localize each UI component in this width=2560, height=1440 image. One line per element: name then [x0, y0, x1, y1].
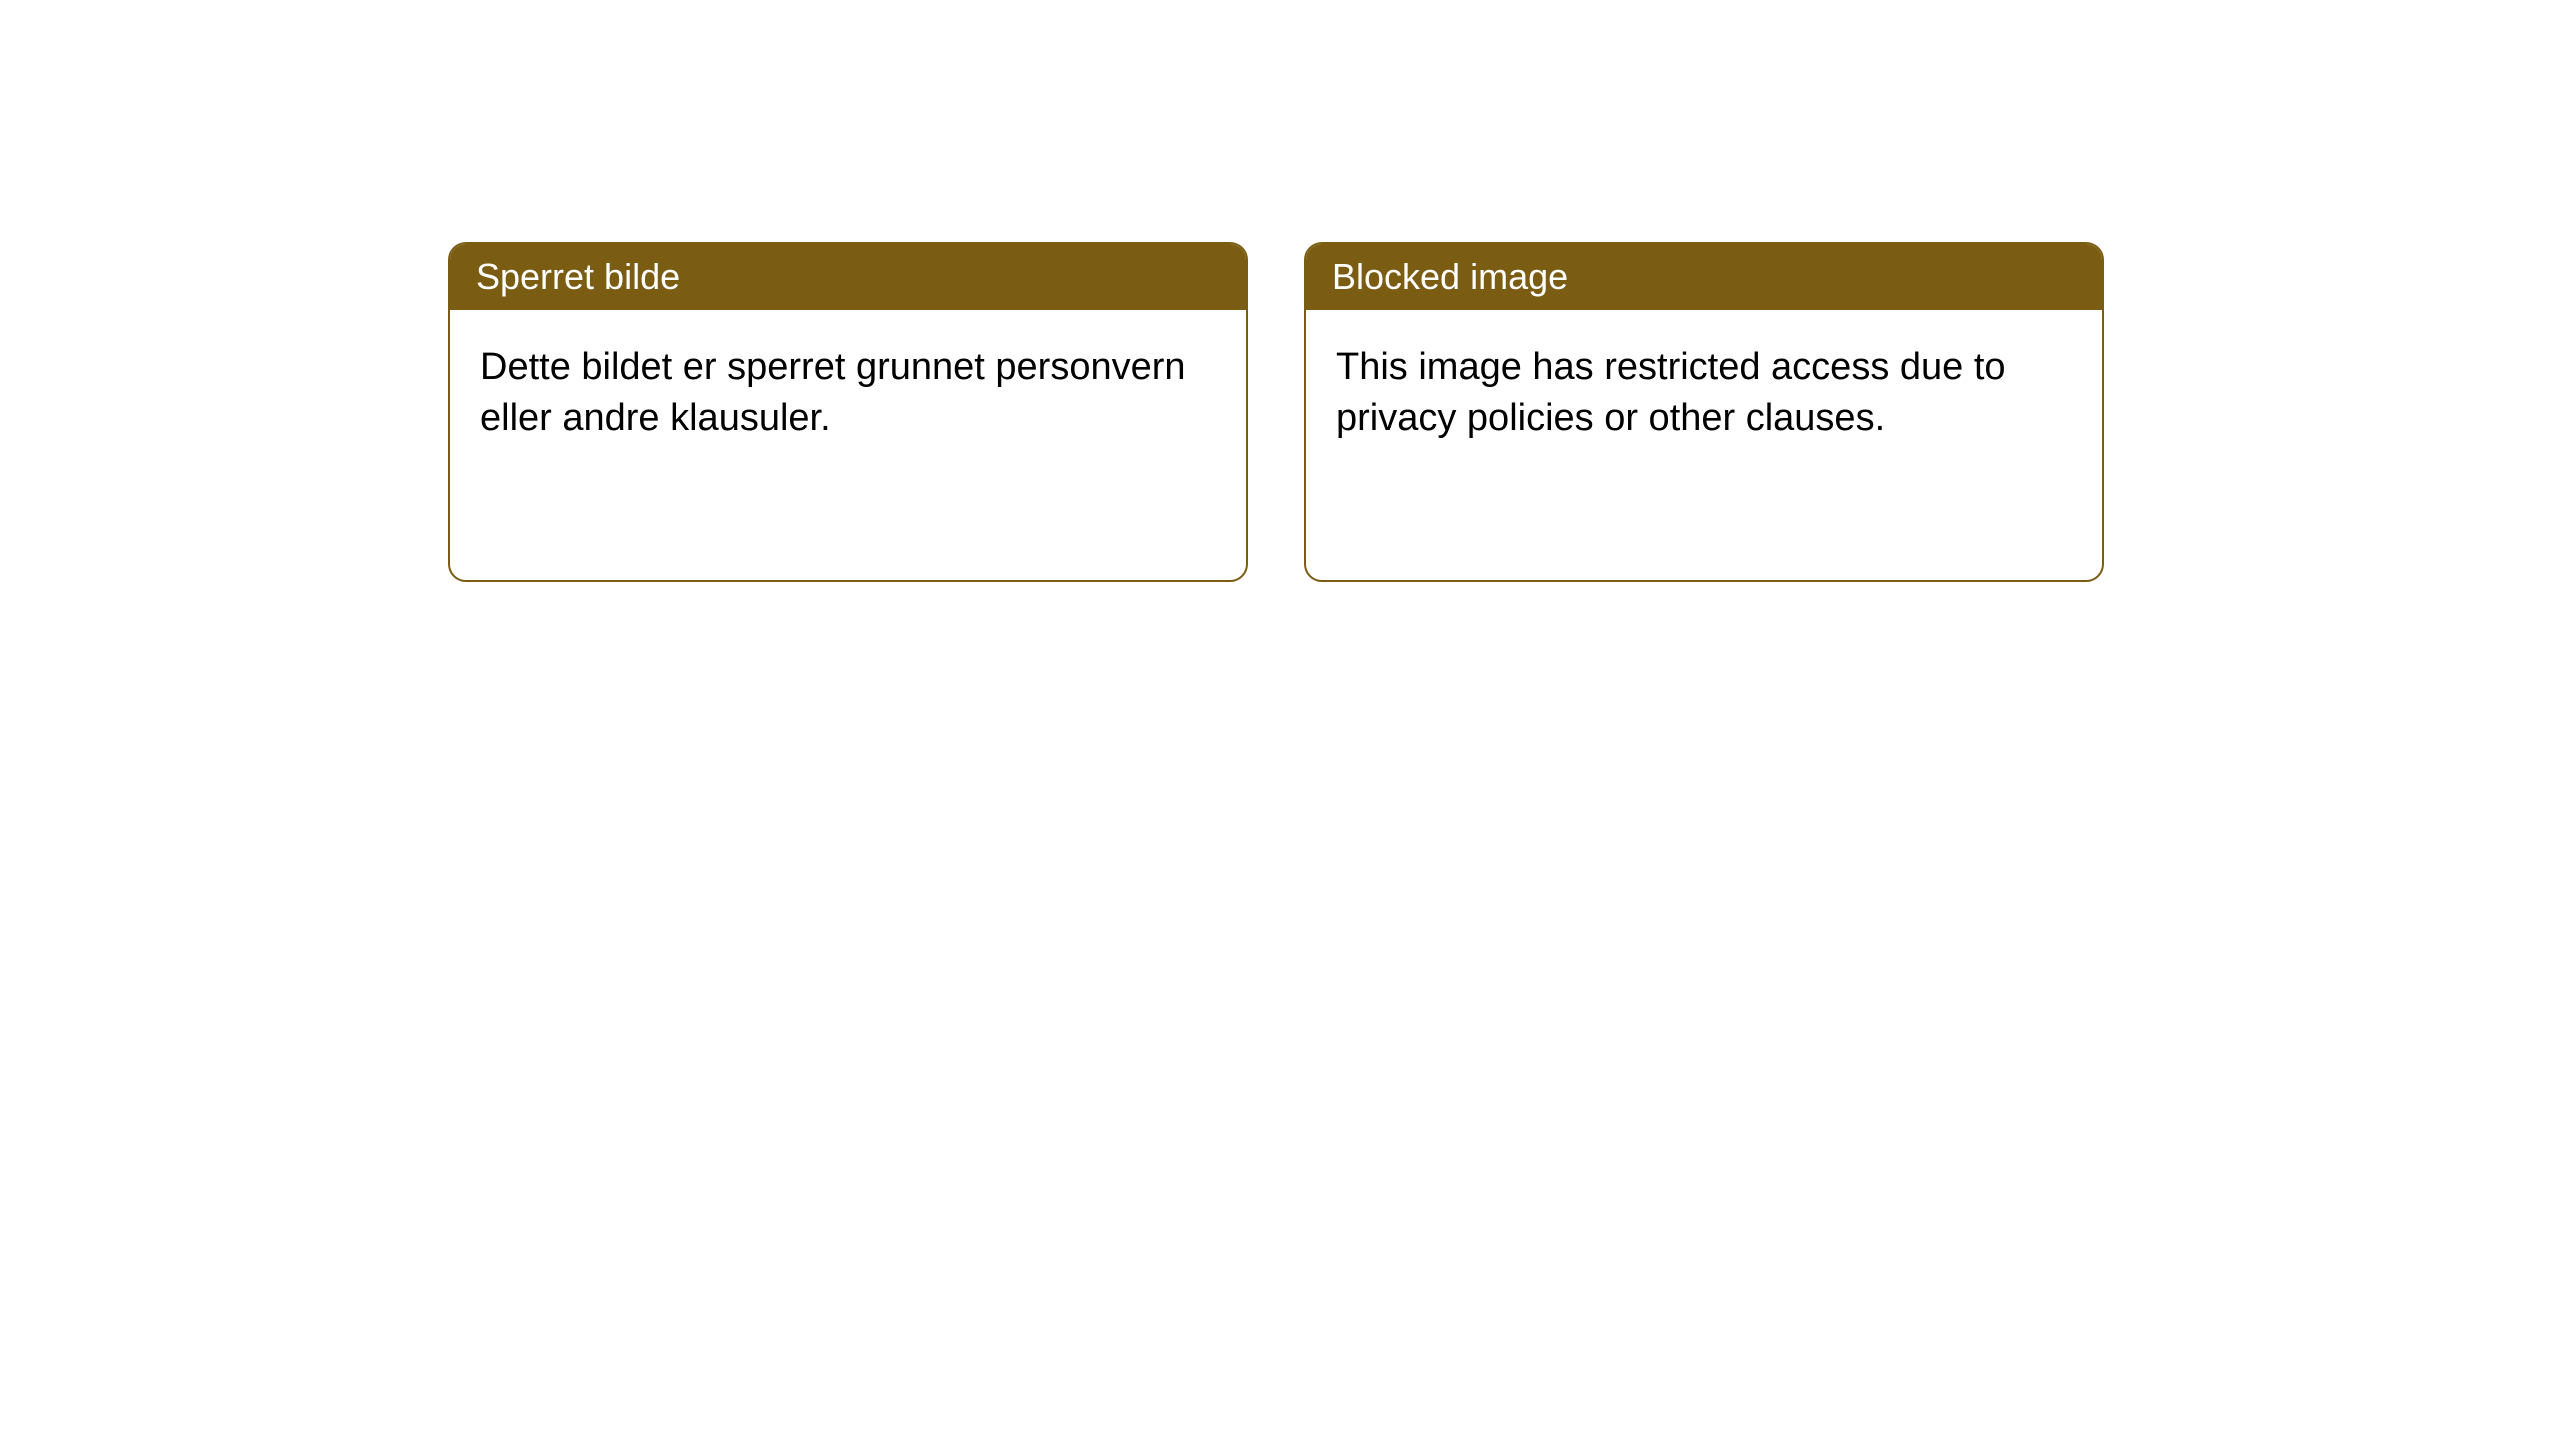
notice-card-english: Blocked image This image has restricted …	[1304, 242, 2104, 582]
notice-card-norwegian: Sperret bilde Dette bildet er sperret gr…	[448, 242, 1248, 582]
notice-body: This image has restricted access due to …	[1306, 310, 2102, 580]
notice-message: This image has restricted access due to …	[1336, 346, 2006, 439]
notice-header: Blocked image	[1306, 244, 2102, 310]
notice-container: Sperret bilde Dette bildet er sperret gr…	[448, 242, 2104, 582]
notice-header: Sperret bilde	[450, 244, 1246, 310]
notice-title: Sperret bilde	[476, 256, 680, 297]
notice-body: Dette bildet er sperret grunnet personve…	[450, 310, 1246, 580]
notice-message: Dette bildet er sperret grunnet personve…	[480, 346, 1186, 439]
notice-title: Blocked image	[1332, 256, 1568, 297]
